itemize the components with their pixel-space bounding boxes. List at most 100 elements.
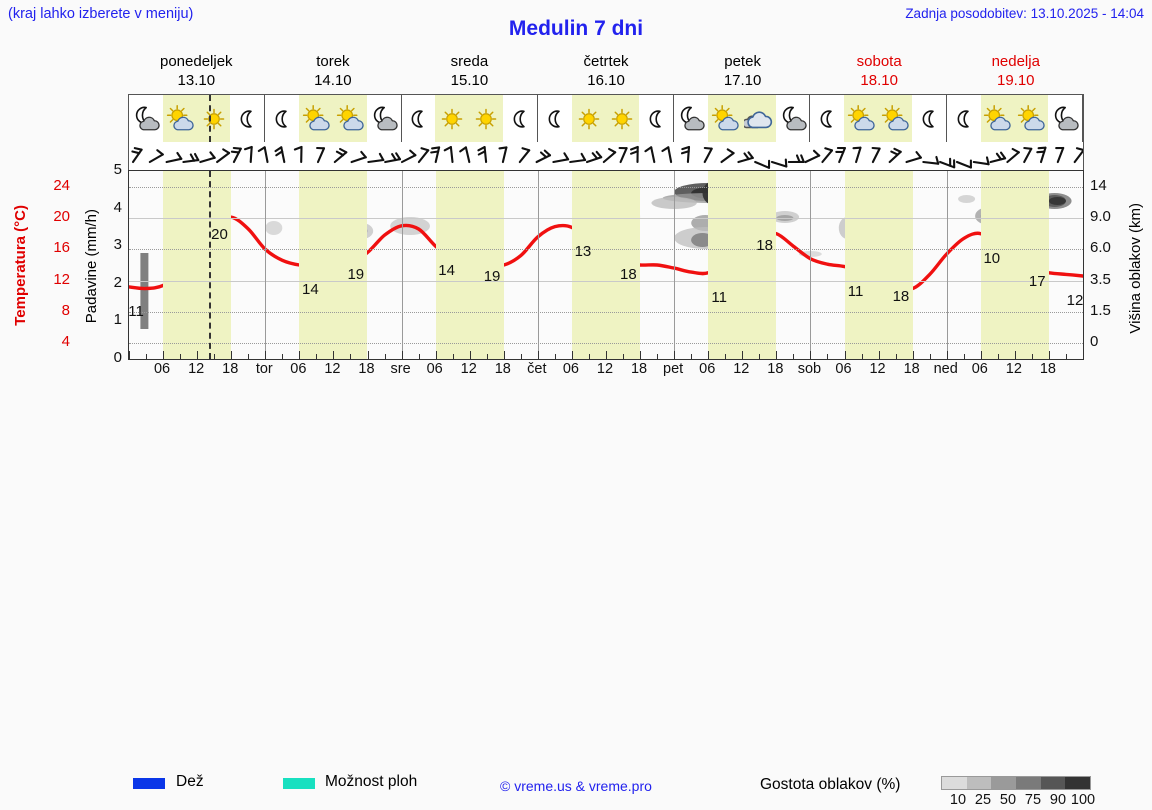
temperature-axis-title: Temperatura (°C) bbox=[6, 170, 34, 360]
x-label-2: 18 bbox=[222, 361, 238, 377]
temp-tick-16: 16 bbox=[36, 239, 70, 256]
x-tick bbox=[947, 351, 948, 359]
x-tick bbox=[589, 354, 590, 359]
wind-barb-flag bbox=[1001, 153, 1005, 159]
x-tick bbox=[674, 351, 675, 359]
wind-barb-shaft bbox=[604, 152, 615, 162]
wind-barb-flag bbox=[431, 152, 438, 153]
x-tick bbox=[470, 351, 471, 359]
wind-barb-shaft bbox=[419, 150, 428, 162]
cloud-ramp-tick-90: 90 bbox=[1050, 792, 1066, 808]
weather-icon-slot-4-1 bbox=[708, 95, 742, 142]
showers-swatch bbox=[283, 778, 315, 789]
x-tick bbox=[708, 351, 709, 359]
x-tick bbox=[776, 351, 777, 359]
daylight-shade-0 bbox=[163, 171, 231, 359]
icon-day-cell-5 bbox=[810, 95, 946, 142]
wind-barb-shaft bbox=[281, 147, 284, 162]
wind-barb-shaft bbox=[738, 158, 752, 162]
wind-barb-shaft bbox=[923, 162, 938, 164]
x-tick bbox=[129, 351, 130, 359]
cloud-tick-14: 14 bbox=[1090, 177, 1126, 194]
weather-icon-slot-6-0 bbox=[947, 95, 981, 142]
weather-icon-slot-3-1 bbox=[572, 95, 606, 142]
cloud-ramp-step-50 bbox=[991, 777, 1016, 789]
x-tick bbox=[385, 354, 386, 359]
day-name: četrtek bbox=[538, 52, 675, 71]
sun-icon bbox=[471, 104, 501, 134]
day-name: sreda bbox=[401, 52, 538, 71]
wind-barb-shaft bbox=[1041, 148, 1046, 162]
x-tick bbox=[555, 354, 556, 359]
x-label-13: 12 bbox=[597, 361, 613, 377]
cloud-tick-3.5: 3.5 bbox=[1090, 271, 1126, 288]
x-tick bbox=[998, 354, 999, 359]
wind-barb-shaft bbox=[234, 149, 241, 162]
weather-icon-slot-0-0 bbox=[129, 95, 163, 142]
cloud-ramp-step-100 bbox=[1065, 777, 1090, 789]
wind-barb-shaft bbox=[822, 150, 832, 162]
wind-barb-flag bbox=[1039, 148, 1046, 149]
wind-barb-shaft bbox=[318, 148, 324, 162]
x-tick bbox=[368, 351, 369, 359]
x-tick bbox=[879, 351, 880, 359]
copyright-link[interactable]: © vreme.us & vreme.pro bbox=[500, 778, 652, 794]
h-gridline-4 bbox=[129, 343, 1083, 344]
cloud-density-layer bbox=[265, 181, 1071, 257]
cloud-ramp-step-90 bbox=[1041, 777, 1066, 789]
wind-barb-flag bbox=[917, 152, 921, 158]
moon-cloud-icon bbox=[778, 104, 808, 134]
weather-icon-slot-5-3 bbox=[912, 95, 946, 142]
day-name: nedelja bbox=[947, 52, 1084, 71]
x-label-1: 12 bbox=[188, 361, 204, 377]
sun-cloud-icon bbox=[165, 104, 195, 134]
weather-icon-slot-2-3 bbox=[503, 95, 537, 142]
cloud-density-ramp bbox=[941, 776, 1091, 790]
x-tick bbox=[146, 354, 147, 359]
precip-tick-2: 2 bbox=[104, 274, 122, 291]
cloud-patch-27 bbox=[265, 221, 282, 235]
moon-icon bbox=[403, 104, 433, 134]
wind-barb-flag bbox=[361, 152, 366, 157]
x-label-19: sob bbox=[798, 361, 821, 377]
wind-barb-flag bbox=[786, 160, 787, 167]
weather-icon-slot-3-2 bbox=[606, 95, 640, 142]
day-name: torek bbox=[265, 52, 402, 71]
temp-label-14: 12 bbox=[1067, 292, 1084, 309]
wind-barb-flag bbox=[1013, 149, 1019, 152]
x-tick bbox=[265, 351, 266, 359]
x-tick bbox=[845, 351, 846, 359]
x-label-9: 12 bbox=[461, 361, 477, 377]
x-tick bbox=[1032, 354, 1033, 359]
wind-barb-flag bbox=[894, 149, 900, 152]
wind-barb-flag bbox=[873, 148, 880, 149]
weather-icon-slot-6-1 bbox=[981, 95, 1015, 142]
precipitation-axis-title: Padavine (mm/h) bbox=[78, 168, 104, 364]
wind-barb-shaft bbox=[217, 153, 229, 162]
x-tick bbox=[350, 354, 351, 359]
temp-tick-4: 4 bbox=[36, 333, 70, 350]
cloud-ramp-tick-75: 75 bbox=[1025, 792, 1041, 808]
wind-barb-flag bbox=[132, 152, 139, 154]
x-tick bbox=[691, 354, 692, 359]
weather-icon-slot-5-2 bbox=[878, 95, 912, 142]
moon-cloud-icon bbox=[131, 104, 161, 134]
wind-barb-shaft bbox=[520, 150, 529, 162]
wind-barb-shaft bbox=[352, 157, 366, 162]
rain-swatch bbox=[133, 778, 165, 789]
wind-barb-flag bbox=[135, 148, 142, 150]
weather-icon-slot-1-1 bbox=[299, 95, 333, 142]
icon-day-cell-2 bbox=[402, 95, 538, 142]
weather-icon-slot-0-3 bbox=[230, 95, 264, 142]
temp-label-13: 17 bbox=[1029, 273, 1046, 290]
cloud-patch-22 bbox=[958, 195, 975, 203]
day-name: petek bbox=[674, 52, 811, 71]
x-tick bbox=[930, 354, 931, 359]
icon-day-cell-1 bbox=[265, 95, 401, 142]
x-tick bbox=[436, 351, 437, 359]
cloud-tick-0: 0 bbox=[1090, 333, 1126, 350]
x-tick bbox=[572, 351, 573, 359]
